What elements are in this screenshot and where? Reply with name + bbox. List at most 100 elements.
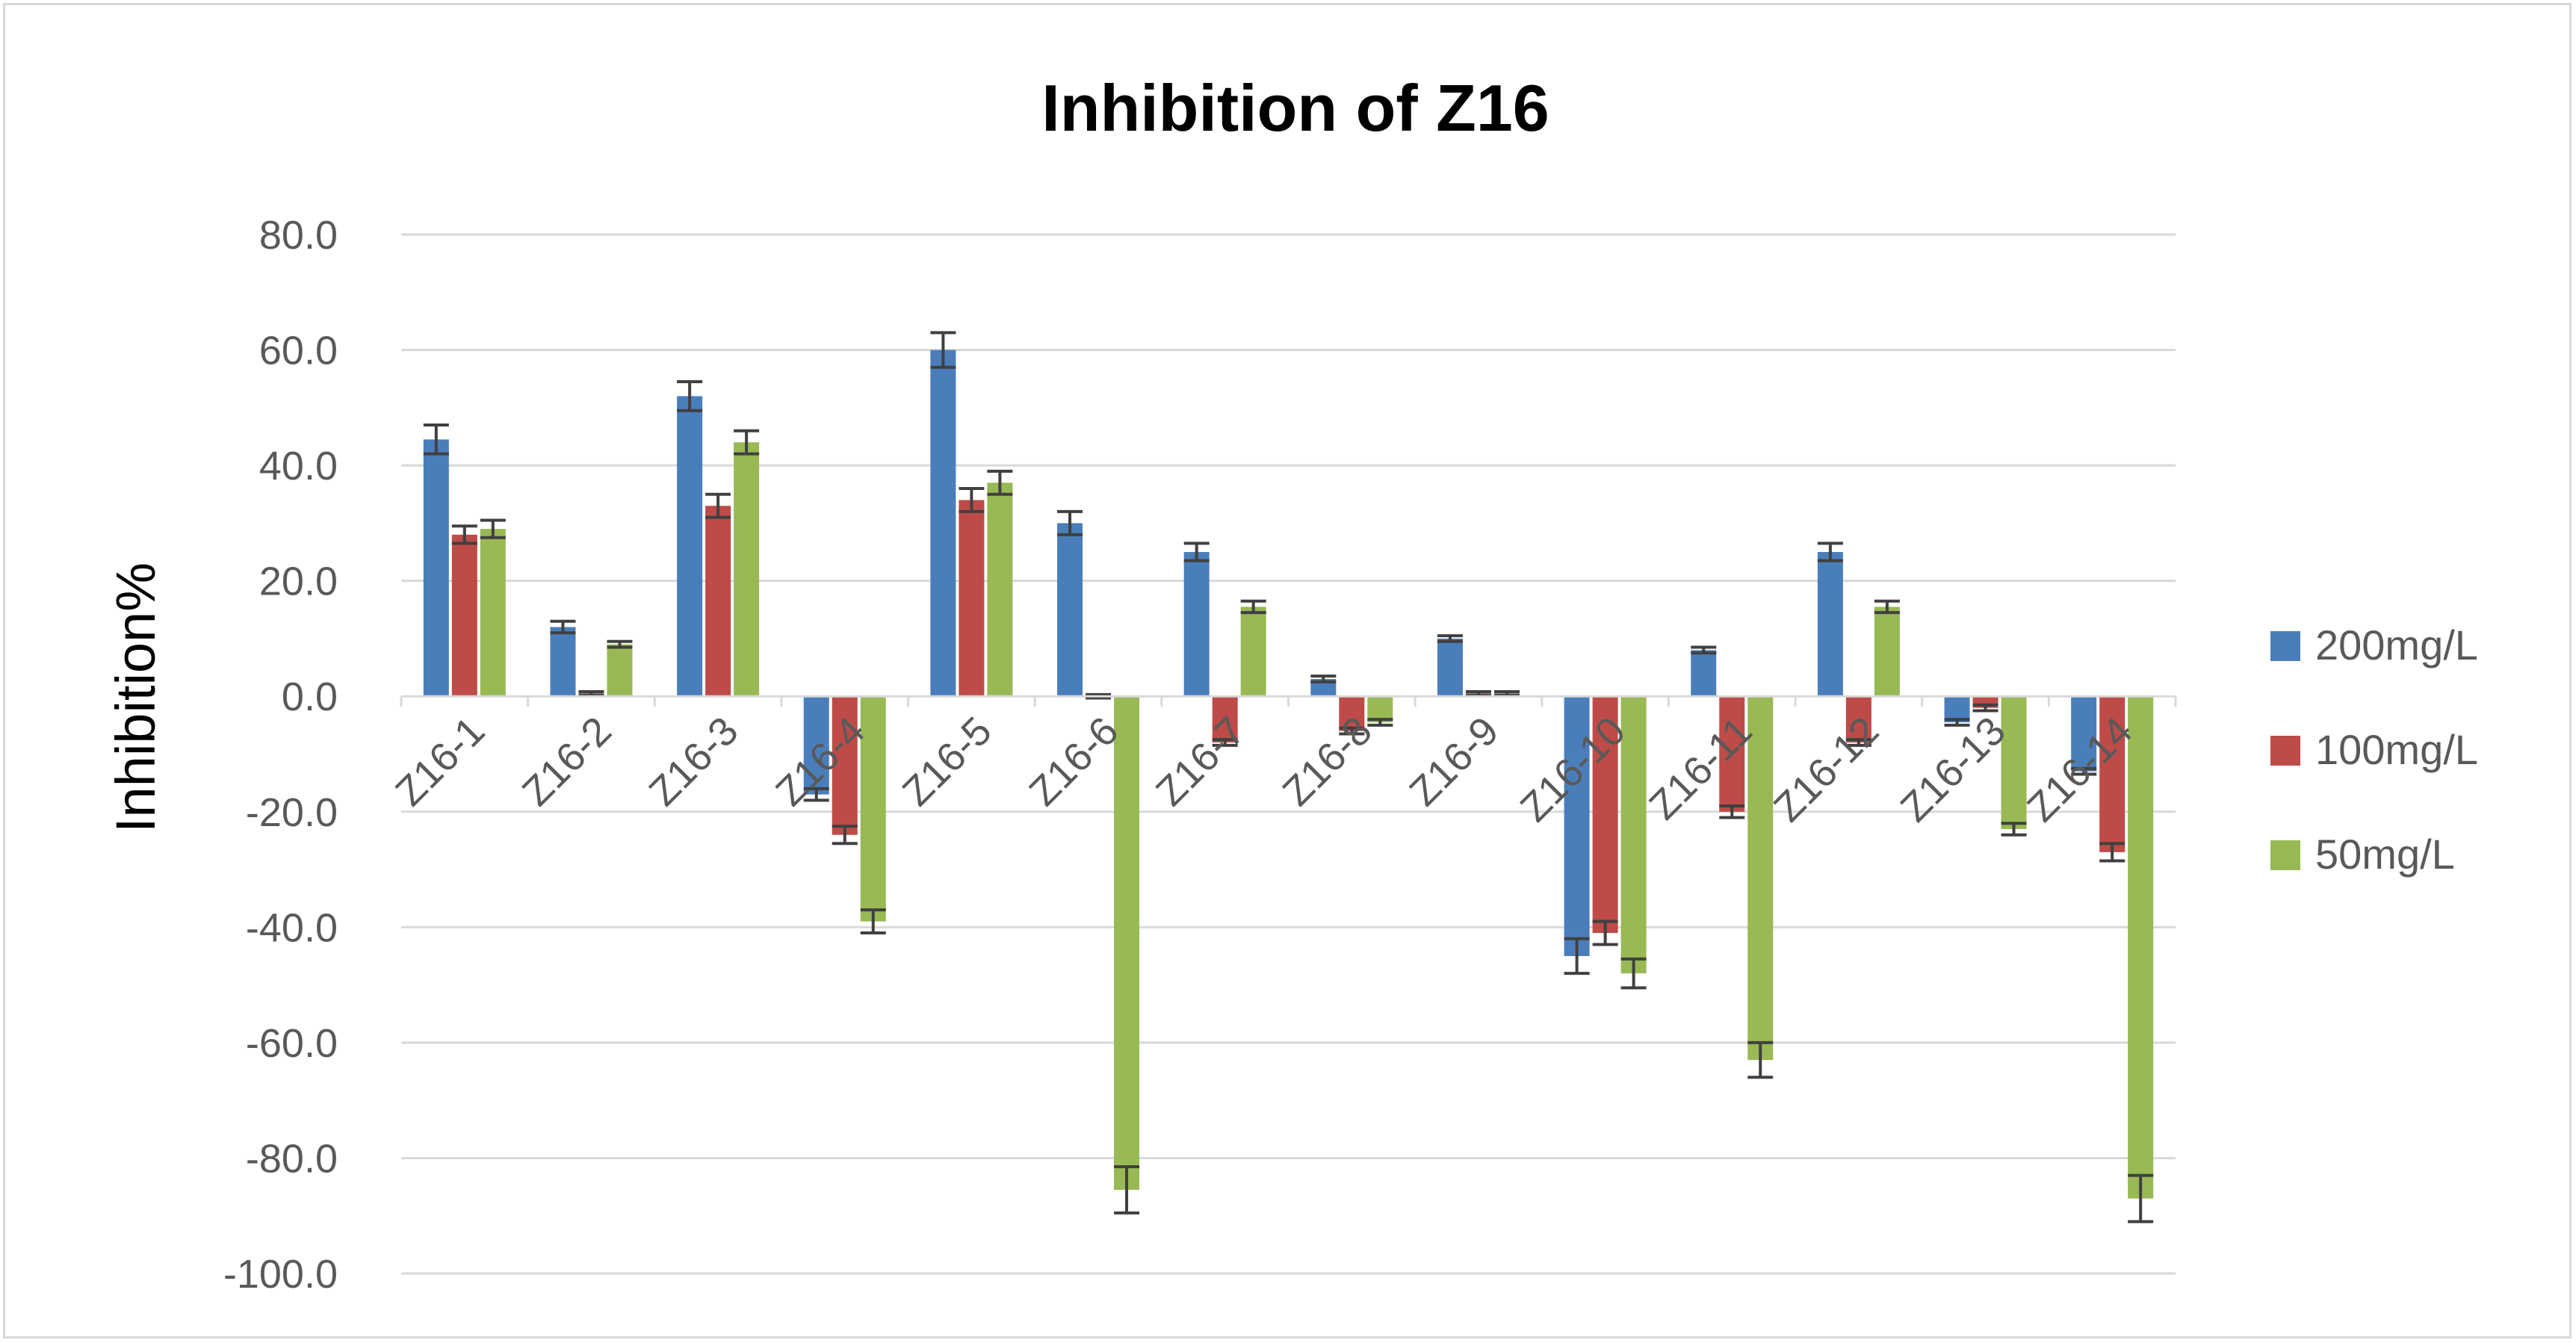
- y-tick-label: -60.0: [246, 1021, 338, 1066]
- y-tick-label: 60.0: [259, 329, 338, 373]
- x-tick-label: Z16-5: [894, 708, 1000, 814]
- gridlines: [401, 233, 2176, 1275]
- error-bar-Z16-7-50mg/L: [1240, 599, 1266, 615]
- x-tick-label: Z16-7: [1148, 708, 1254, 814]
- error-bar-Z16-2-50mg/L: [607, 639, 633, 649]
- legend-swatch: [2270, 840, 2300, 870]
- y-axis-ticks: 80.0 60.0 40.0 20.0 0.0 -20.0 -40.0 -60.0 -80.0 -…: [223, 213, 338, 1297]
- bar-Z16-8-100mg/L: [1339, 696, 1365, 731]
- bars: [423, 350, 2154, 1199]
- error-bar-Z16-8-100mg/L: [1339, 726, 1365, 736]
- error-bar-Z16-9-100mg/L: [1465, 690, 1491, 697]
- bar-Z16-11-100mg/L: [1719, 696, 1745, 812]
- error-bar-Z16-4-200mg/L: [803, 787, 829, 802]
- bar-Z16-10-100mg/L: [1592, 696, 1618, 934]
- error-bar-Z16-7-100mg/L: [1212, 738, 1238, 747]
- error-bar-Z16-11-200mg/L: [1691, 645, 1717, 655]
- legend-label: 200mg/L: [2315, 621, 2478, 669]
- bar-Z16-12-200mg/L: [1817, 552, 1843, 697]
- error-bar-Z16-3-100mg/L: [705, 492, 731, 519]
- error-bar-Z16-1-50mg/L: [480, 518, 506, 539]
- bar-Z16-7-100mg/L: [1212, 696, 1238, 743]
- error-bar-Z16-2-200mg/L: [550, 619, 576, 635]
- bar-Z16-3-200mg/L: [677, 396, 703, 697]
- bar-Z16-1-50mg/L: [480, 529, 506, 697]
- bar-Z16-14-100mg/L: [2099, 696, 2125, 852]
- legend-label: 50mg/L: [2315, 831, 2455, 878]
- error-bar-Z16-4-50mg/L: [860, 908, 886, 935]
- error-bar-Z16-3-200mg/L: [677, 380, 703, 412]
- legend-label: 100mg/L: [2315, 726, 2478, 773]
- error-bar-Z16-8-200mg/L: [1310, 674, 1337, 683]
- y-tick-label: -100.0: [223, 1252, 338, 1297]
- bar-Z16-7-200mg/L: [1183, 552, 1210, 697]
- bar-Z16-4-100mg/L: [832, 696, 858, 835]
- error-bar-Z16-12-200mg/L: [1817, 542, 1843, 562]
- error-bar-Z16-11-100mg/L: [1719, 804, 1745, 819]
- error-bar-Z16-7-200mg/L: [1183, 542, 1210, 562]
- bar-Z16-12-50mg/L: [1874, 607, 1900, 697]
- x-tick-label: Z16-9: [1401, 708, 1507, 814]
- bar-Z16-3-100mg/L: [705, 506, 731, 697]
- error-bar-Z16-10-100mg/L: [1592, 919, 1618, 946]
- bar-Z16-1-100mg/L: [451, 534, 477, 697]
- error-bar-Z16-8-50mg/L: [1367, 718, 1393, 727]
- bar-Z16-7-50mg/L: [1240, 607, 1266, 697]
- chart-title: Inhibition of Z16: [1041, 71, 1549, 145]
- y-tick-label: 40.0: [259, 444, 338, 488]
- bar-Z16-12-100mg/L: [1845, 696, 1871, 743]
- error-bar-Z16-2-100mg/L: [578, 690, 604, 697]
- error-bar-Z16-13-100mg/L: [1972, 703, 1998, 713]
- error-bar-Z16-12-100mg/L: [1845, 738, 1871, 747]
- bar-Z16-4-50mg/L: [860, 696, 886, 922]
- bar-Z16-6-50mg/L: [1114, 696, 1140, 1190]
- x-tick-label: Z16-1: [387, 708, 493, 814]
- bar-Z16-5-50mg/L: [987, 483, 1013, 697]
- error-bar-Z16-4-100mg/L: [832, 825, 858, 846]
- y-tick-label: 0.0: [282, 674, 338, 719]
- chart-frame: Inhibition of Z16 80.0 60.0 40.0 20.0 0.0 -20…: [3, 3, 2572, 1339]
- bar-Z16-6-200mg/L: [1057, 523, 1083, 697]
- legend: 200mg/L 100mg/L 50mg/L: [2270, 621, 2478, 878]
- bar-Z16-13-50mg/L: [2001, 696, 2027, 829]
- error-bar-Z16-6-50mg/L: [1114, 1165, 1140, 1215]
- error-bar-Z16-12-50mg/L: [1874, 599, 1900, 615]
- error-bar-Z16-9-50mg/L: [1493, 690, 1520, 697]
- bar-Z16-11-50mg/L: [1747, 696, 1774, 1061]
- error-bar-Z16-13-50mg/L: [2001, 822, 2027, 837]
- error-bar-Z16-5-100mg/L: [959, 487, 985, 513]
- bar-Z16-1-200mg/L: [423, 439, 449, 697]
- x-tick-label: Z16-3: [640, 708, 746, 814]
- error-bar-Z16-9-200mg/L: [1437, 634, 1463, 643]
- y-tick-label: -40.0: [246, 905, 338, 950]
- bar-Z16-2-50mg/L: [607, 644, 633, 697]
- bar-Z16-14-50mg/L: [2128, 696, 2154, 1199]
- error-bar-Z16-14-200mg/L: [2071, 766, 2097, 776]
- legend-swatch: [2270, 736, 2300, 766]
- error-bar-Z16-3-50mg/L: [734, 429, 760, 456]
- chart-svg: Inhibition of Z16 80.0 60.0 40.0 20.0 0.0 -20…: [105, 71, 2478, 1297]
- error-bar-Z16-1-100mg/L: [451, 524, 477, 545]
- bar-Z16-2-200mg/L: [550, 627, 576, 697]
- bar-Z16-4-200mg/L: [803, 696, 829, 795]
- bar-Z16-5-100mg/L: [959, 500, 985, 697]
- bar-Z16-14-200mg/L: [2071, 696, 2097, 772]
- error-bar-Z16-6-200mg/L: [1057, 509, 1083, 536]
- bar-Z16-11-200mg/L: [1691, 650, 1717, 697]
- error-bar-Z16-10-50mg/L: [1620, 957, 1647, 990]
- bar-Z16-3-50mg/L: [734, 442, 760, 697]
- bar-Z16-10-50mg/L: [1620, 696, 1647, 974]
- error-bar-Z16-14-100mg/L: [2099, 842, 2125, 863]
- error-bars: [423, 331, 2154, 1223]
- error-bar-Z16-5-50mg/L: [987, 469, 1013, 496]
- error-bar-Z16-10-200mg/L: [1564, 937, 1590, 976]
- bar-Z16-5-200mg/L: [930, 350, 956, 697]
- x-tick-label: Z16-6: [1021, 708, 1127, 814]
- y-axis-label: Inhibition%: [105, 562, 167, 833]
- y-tick-label: 20.0: [259, 559, 338, 604]
- y-tick-label: -80.0: [246, 1136, 338, 1181]
- x-tick-label: Z16-8: [1275, 708, 1381, 814]
- error-bar-Z16-14-50mg/L: [2128, 1173, 2154, 1223]
- y-tick-label: -20.0: [246, 790, 338, 835]
- y-tick-label: 80.0: [259, 213, 338, 258]
